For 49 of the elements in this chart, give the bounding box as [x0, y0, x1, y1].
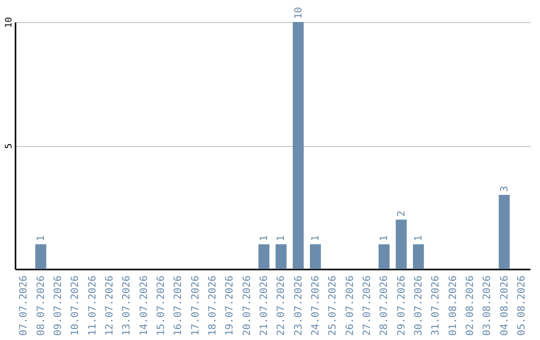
bar: [35, 244, 46, 269]
x-tick-label: 17.07.2026: [190, 276, 202, 336]
data-label: 2: [396, 210, 408, 217]
x-tick-label: 01.08.2026: [448, 276, 459, 336]
x-tick-label: 29.07.2026: [396, 276, 408, 336]
x-tick-label: 05.08.2026: [516, 276, 528, 336]
data-label: 1: [413, 235, 424, 242]
data-label: 10: [293, 6, 304, 19]
x-tick-label: 09.07.2026: [52, 276, 64, 336]
bar: [292, 22, 304, 269]
x-tick-label: 12.07.2026: [104, 276, 116, 336]
x-tick-label: 24.07.2026: [310, 276, 322, 336]
x-tick-label: 13.07.2026: [122, 276, 133, 336]
x-tick-label: 07.07.2026: [18, 276, 30, 336]
data-label: 1: [310, 235, 322, 242]
x-tick-label: 19.07.2026: [224, 276, 236, 336]
x-tick-label: 03.08.2026: [482, 276, 494, 336]
bar: [310, 244, 321, 269]
bar: [276, 244, 287, 269]
x-tick-label: 10.07.2026: [70, 276, 82, 336]
x-tick-label: 22.07.2026: [276, 276, 288, 336]
bar: [378, 244, 390, 269]
x-tick-label: 23.07.2026: [293, 276, 304, 336]
x-tick-label: 02.08.2026: [464, 276, 476, 336]
x-tick-label: 15.07.2026: [156, 276, 167, 336]
bar: [498, 194, 510, 269]
data-label: 3: [499, 186, 510, 192]
x-tick-label: 20.07.2026: [242, 276, 253, 336]
x-tick-label: 26.07.2026: [344, 276, 356, 336]
x-tick-label: 16.07.2026: [173, 276, 184, 336]
data-label: 1: [36, 235, 47, 242]
data-label: 1: [379, 235, 390, 242]
bar: [258, 244, 270, 269]
x-tick-label: 31.07.2026: [430, 276, 442, 336]
x-tick-label: 25.07.2026: [328, 276, 339, 336]
x-tick-label: 04.08.2026: [499, 276, 510, 336]
data-label: 1: [258, 235, 270, 242]
x-tick-label: 08.07.2026: [36, 276, 47, 336]
x-tick-label: 30.07.2026: [413, 276, 424, 336]
x-tick-label: 21.07.2026: [258, 276, 270, 336]
bar: [396, 220, 407, 269]
x-tick-label: 14.07.2026: [138, 276, 150, 336]
x-tick-label: 18.07.2026: [207, 276, 218, 336]
x-tick-label: 28.07.2026: [379, 276, 390, 336]
x-tick-label: 11.07.2026: [87, 276, 98, 336]
bar: [412, 244, 424, 269]
y-tick-label: 5: [4, 143, 14, 149]
x-tick-label: 27.07.2026: [362, 276, 373, 336]
data-label: 1: [276, 235, 288, 242]
